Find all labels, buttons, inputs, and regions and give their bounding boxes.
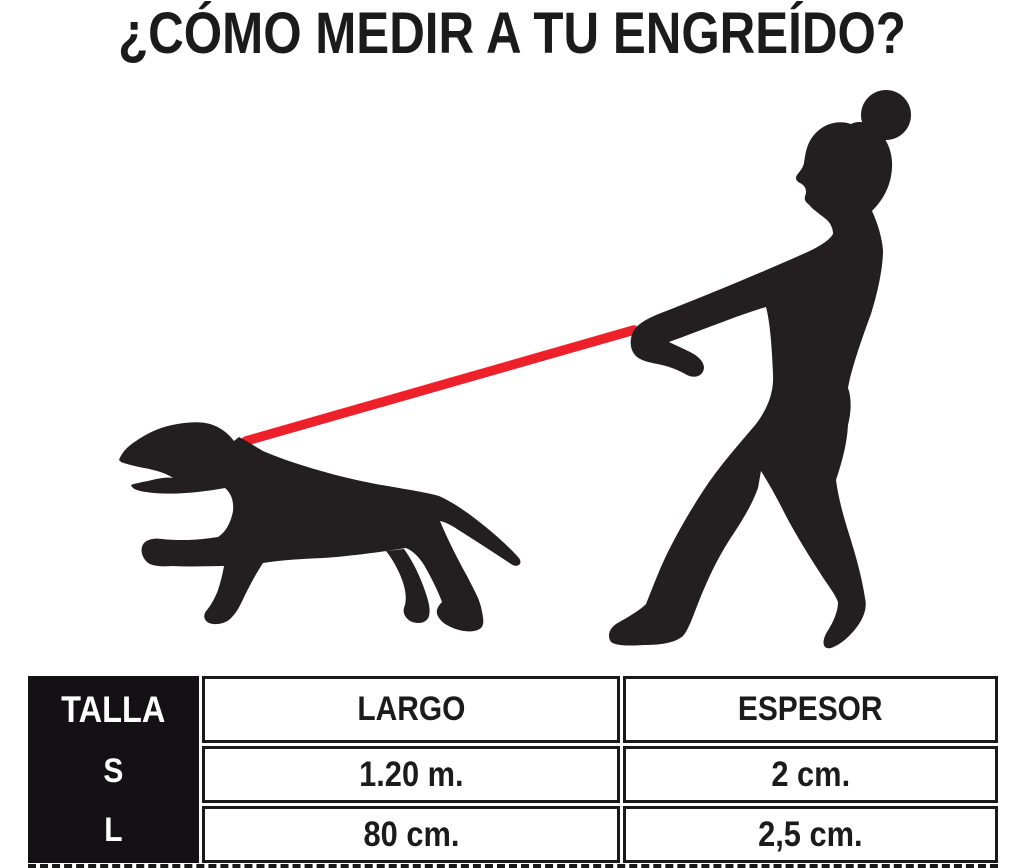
size-s-label: S bbox=[103, 751, 124, 790]
thickness-column-header: ESPESOR bbox=[623, 676, 998, 743]
size-s-thickness-cell: 2 cm. bbox=[623, 746, 998, 803]
size-header-label: TALLA bbox=[61, 689, 166, 731]
dog-leash bbox=[241, 325, 639, 446]
person-silhouette bbox=[608, 121, 893, 649]
dog-silhouette bbox=[119, 422, 521, 632]
size-column: TALLA S L bbox=[28, 676, 199, 863]
size-l-thickness-cell: 2,5 cm. bbox=[623, 806, 998, 863]
page-title: ¿CÓMO MEDIR A TU ENGREÍDO? bbox=[118, 1, 906, 66]
size-table: TALLA S L LARGO ESPESOR 1.20 m. 2 cm. 80… bbox=[28, 676, 998, 863]
size-l-label-cell: L bbox=[31, 801, 196, 860]
bottom-dashed-divider bbox=[28, 864, 998, 868]
size-s-length-cell: 1.20 m. bbox=[202, 746, 620, 803]
size-l-length-value: 80 cm. bbox=[363, 814, 459, 854]
dog-rear-leg bbox=[386, 549, 430, 624]
size-column-header: TALLA bbox=[31, 679, 196, 742]
size-l-length-cell: 80 cm. bbox=[202, 806, 620, 863]
size-s-length-value: 1.20 m. bbox=[358, 754, 464, 794]
size-s-label-cell: S bbox=[31, 742, 196, 801]
length-header-label: LARGO bbox=[356, 690, 466, 728]
size-s-thickness-value: 2 cm. bbox=[771, 754, 850, 794]
size-l-label: L bbox=[104, 810, 123, 849]
size-l-thickness-value: 2,5 cm. bbox=[758, 814, 863, 854]
length-column-header: LARGO bbox=[202, 676, 620, 743]
thickness-header-label: ESPESOR bbox=[738, 690, 883, 728]
